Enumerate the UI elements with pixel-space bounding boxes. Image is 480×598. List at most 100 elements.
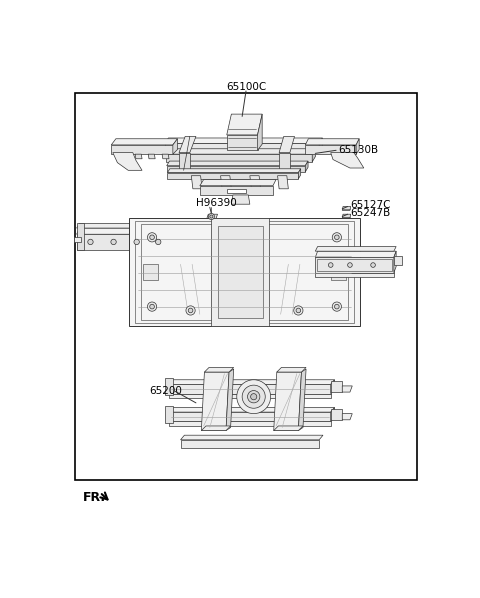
Text: 65127C: 65127C xyxy=(350,200,390,210)
Polygon shape xyxy=(77,234,174,249)
Polygon shape xyxy=(319,138,323,151)
Polygon shape xyxy=(169,407,335,412)
Polygon shape xyxy=(174,228,177,249)
Polygon shape xyxy=(179,152,190,170)
Polygon shape xyxy=(167,161,308,166)
Polygon shape xyxy=(169,380,335,385)
Circle shape xyxy=(147,302,156,311)
Polygon shape xyxy=(315,246,396,251)
Polygon shape xyxy=(169,385,331,393)
Polygon shape xyxy=(169,393,331,398)
Polygon shape xyxy=(75,93,417,480)
Circle shape xyxy=(242,385,265,408)
Circle shape xyxy=(186,306,195,315)
Polygon shape xyxy=(201,426,230,431)
Polygon shape xyxy=(217,226,263,318)
Circle shape xyxy=(335,304,339,309)
Polygon shape xyxy=(331,264,346,280)
Text: 65130B: 65130B xyxy=(338,145,379,155)
Polygon shape xyxy=(167,166,305,172)
Polygon shape xyxy=(169,422,331,426)
Polygon shape xyxy=(180,435,323,440)
Polygon shape xyxy=(192,176,202,189)
Circle shape xyxy=(335,235,339,240)
Circle shape xyxy=(208,213,215,219)
Polygon shape xyxy=(226,369,234,431)
Circle shape xyxy=(188,308,193,313)
Text: 65100C: 65100C xyxy=(226,82,266,92)
Polygon shape xyxy=(394,256,402,265)
Polygon shape xyxy=(135,154,142,159)
Polygon shape xyxy=(312,149,315,162)
Polygon shape xyxy=(315,251,396,257)
Polygon shape xyxy=(315,257,394,273)
Polygon shape xyxy=(143,264,158,280)
Polygon shape xyxy=(274,426,303,431)
Circle shape xyxy=(294,306,303,315)
Circle shape xyxy=(150,235,155,240)
Polygon shape xyxy=(250,176,261,189)
Polygon shape xyxy=(227,114,262,135)
Polygon shape xyxy=(274,372,301,431)
Circle shape xyxy=(150,304,155,309)
Circle shape xyxy=(251,393,257,400)
Polygon shape xyxy=(148,154,155,159)
Polygon shape xyxy=(113,152,142,170)
Polygon shape xyxy=(129,218,360,326)
Polygon shape xyxy=(169,412,331,422)
Polygon shape xyxy=(305,139,359,145)
Polygon shape xyxy=(180,440,319,447)
Text: FR.: FR. xyxy=(83,491,106,504)
Polygon shape xyxy=(165,378,173,395)
Polygon shape xyxy=(200,186,273,195)
Circle shape xyxy=(328,263,333,267)
Polygon shape xyxy=(277,367,306,372)
Polygon shape xyxy=(179,136,196,152)
Polygon shape xyxy=(166,149,315,154)
Polygon shape xyxy=(305,161,308,172)
Polygon shape xyxy=(315,273,394,277)
Circle shape xyxy=(134,239,139,245)
Polygon shape xyxy=(77,228,177,234)
Polygon shape xyxy=(221,176,231,189)
Polygon shape xyxy=(331,409,342,420)
Polygon shape xyxy=(207,214,217,219)
Circle shape xyxy=(348,263,352,267)
Circle shape xyxy=(111,239,116,245)
Polygon shape xyxy=(277,176,288,189)
Polygon shape xyxy=(342,206,351,210)
Polygon shape xyxy=(77,224,177,228)
Polygon shape xyxy=(331,407,335,422)
Circle shape xyxy=(296,308,300,313)
Polygon shape xyxy=(111,145,173,154)
Polygon shape xyxy=(165,138,323,144)
Polygon shape xyxy=(204,367,234,372)
Polygon shape xyxy=(279,136,295,152)
Text: 65200: 65200 xyxy=(150,386,182,396)
Polygon shape xyxy=(201,372,229,431)
Polygon shape xyxy=(227,135,258,150)
Circle shape xyxy=(147,233,156,242)
Text: H96390: H96390 xyxy=(196,199,237,209)
Polygon shape xyxy=(165,144,319,151)
Circle shape xyxy=(371,263,375,267)
Polygon shape xyxy=(73,237,81,242)
Circle shape xyxy=(332,233,341,242)
Polygon shape xyxy=(211,218,269,326)
Polygon shape xyxy=(168,169,300,173)
Polygon shape xyxy=(120,154,127,159)
Polygon shape xyxy=(394,251,396,273)
Polygon shape xyxy=(356,139,359,154)
Polygon shape xyxy=(342,214,351,218)
Polygon shape xyxy=(279,152,290,170)
Polygon shape xyxy=(258,114,262,150)
Polygon shape xyxy=(200,179,276,186)
Circle shape xyxy=(210,215,213,218)
Circle shape xyxy=(332,302,341,311)
Polygon shape xyxy=(342,386,352,392)
Polygon shape xyxy=(165,406,173,423)
Polygon shape xyxy=(331,380,335,393)
Polygon shape xyxy=(305,145,356,154)
Polygon shape xyxy=(299,369,306,431)
Circle shape xyxy=(237,380,271,414)
